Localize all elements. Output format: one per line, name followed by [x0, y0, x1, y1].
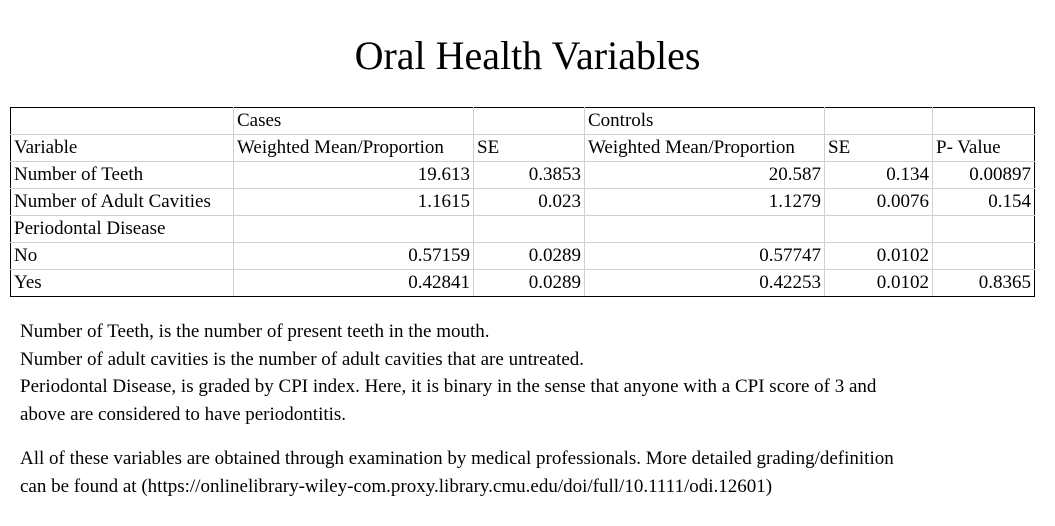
table-row: No 0.57159 0.0289 0.57747 0.0102: [10, 242, 1035, 270]
column-header-p-value: P- Value: [932, 134, 1035, 162]
table-cell: [932, 215, 1035, 243]
table-cell: [584, 215, 825, 243]
row-label: No: [10, 242, 234, 270]
table-row: Periodontal Disease: [10, 215, 1035, 243]
table-row: Number of Teeth 19.613 0.3853 20.587 0.1…: [10, 161, 1035, 189]
note-line: Number of adult cavities is the number o…: [20, 348, 584, 370]
group-header-cell: [824, 107, 933, 135]
table-cell: 0.154: [932, 188, 1035, 216]
table-cell: 0.42841: [233, 269, 474, 297]
column-header-controls-se: SE: [824, 134, 933, 162]
table-cell: 0.0289: [473, 269, 585, 297]
table-cell: 0.8365: [932, 269, 1035, 297]
table-cell: 0.0289: [473, 242, 585, 270]
table-cell: 0.3853: [473, 161, 585, 189]
row-label: Number of Adult Cavities: [10, 188, 234, 216]
group-header-controls: Controls: [584, 107, 825, 135]
note-line: can be found at (https://onlinelibrary-w…: [20, 475, 773, 497]
note-line: above are considered to have periodontit…: [20, 403, 347, 425]
table-cell: 0.57159: [233, 242, 474, 270]
note-line: Number of Teeth, is the number of presen…: [20, 321, 490, 342]
group-header-row: Cases Controls: [10, 107, 1035, 135]
table-cell: [233, 215, 474, 243]
note-line: All of these variables are obtained thro…: [20, 448, 894, 469]
table-cell: 19.613: [233, 161, 474, 189]
group-header-cell: [932, 107, 1035, 135]
footnotes: Number of Teeth, is the number of presen…: [20, 318, 1020, 500]
table-cell: 1.1615: [233, 188, 474, 216]
table-row: Number of Adult Cavities 1.1615 0.023 1.…: [10, 188, 1035, 216]
group-header-cell: [473, 107, 585, 135]
column-header-variable: Variable: [10, 134, 234, 162]
table-cell: 0.42253: [584, 269, 825, 297]
table-cell: 0.0102: [824, 242, 933, 270]
table-cell: 20.587: [584, 161, 825, 189]
table-cell: 0.0102: [824, 269, 933, 297]
oral-health-table: Cases Controls Variable Weighted Mean/Pr…: [10, 107, 1035, 297]
group-header-cell: [10, 107, 234, 135]
column-header-cases-mean: Weighted Mean/Proportion: [233, 134, 474, 162]
table-row: Yes 0.42841 0.0289 0.42253 0.0102 0.8365: [10, 269, 1035, 297]
table-cell: [473, 215, 585, 243]
group-header-cases: Cases: [233, 107, 474, 135]
page-title: Oral Health Variables: [354, 33, 701, 78]
row-label: Yes: [10, 269, 234, 297]
table-cell: 0.00897: [932, 161, 1035, 189]
row-label: Number of Teeth: [10, 161, 234, 189]
paragraph-gap: [20, 428, 1020, 445]
table-cell: 1.1279: [584, 188, 825, 216]
table-cell: [932, 242, 1035, 270]
table-cell: 0.57747: [584, 242, 825, 270]
note-line: Periodontal Disease, is graded by CPI in…: [20, 376, 877, 397]
column-header-controls-mean: Weighted Mean/Proportion: [584, 134, 825, 162]
table-cell: 0.134: [824, 161, 933, 189]
table-cell: 0.0076: [824, 188, 933, 216]
row-label: Periodontal Disease: [10, 215, 234, 243]
table-cell: 0.023: [473, 188, 585, 216]
column-header-row: Variable Weighted Mean/Proportion SE Wei…: [10, 134, 1035, 162]
table-cell: [824, 215, 933, 243]
column-header-cases-se: SE: [473, 134, 585, 162]
